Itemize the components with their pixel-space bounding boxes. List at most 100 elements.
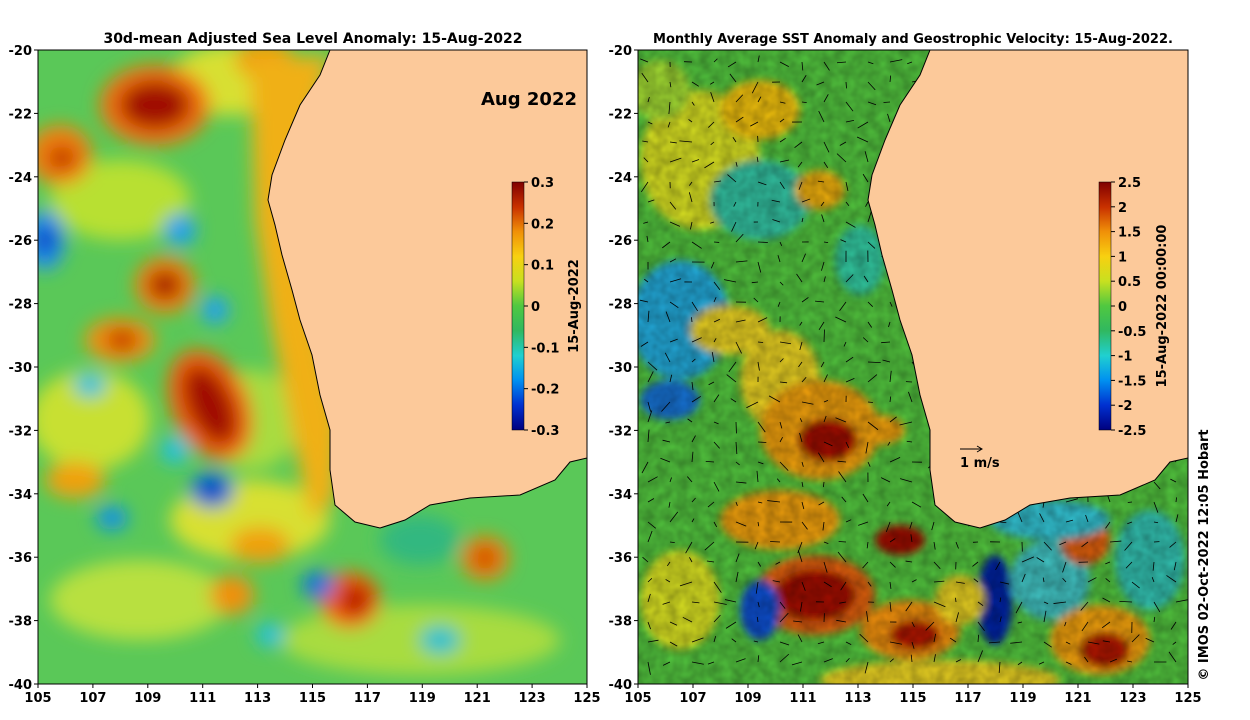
velocity-arrow [661, 401, 671, 412]
velocity-arrow [801, 198, 811, 203]
velocity-arrow [845, 181, 849, 191]
velocity-arrow [1065, 641, 1071, 645]
velocity-arrow [925, 621, 935, 631]
velocity-arrow [845, 441, 850, 449]
velocity-arrow [666, 561, 671, 567]
velocity-arrow [757, 96, 762, 103]
velocity-arrow [801, 101, 807, 104]
velocity-arrow [1087, 641, 1100, 645]
velocity-arrow [799, 341, 803, 351]
velocity-arrow [647, 578, 653, 583]
velocity-arrow [662, 439, 671, 443]
velocity-arrow [725, 621, 737, 629]
velocity-arrow [735, 481, 747, 484]
velocity-arrow [823, 561, 828, 573]
velocity-arrow [689, 181, 693, 186]
velocity-arrow [889, 581, 892, 589]
velocity-arrow [735, 116, 744, 123]
velocity-arrow [757, 561, 762, 567]
velocity-arrow [779, 101, 786, 104]
velocity-arrow [646, 235, 649, 243]
velocity-arrow [704, 541, 715, 551]
y-tick-label: -36 [609, 551, 633, 566]
velocity-arrow [1010, 641, 1023, 644]
velocity-arrow [669, 511, 679, 523]
velocity-arrow [1175, 599, 1188, 603]
velocity-arrow [887, 441, 891, 446]
velocity-arrow [998, 661, 1001, 673]
velocity-arrow [779, 601, 786, 609]
velocity-arrow [688, 192, 693, 203]
velocity-arrow [640, 58, 649, 63]
velocity-arrow [753, 297, 759, 303]
velocity-arrow [669, 221, 681, 227]
velocity-arrow [867, 241, 876, 249]
y-tick-label: -26 [9, 234, 33, 249]
colorbar-tick-label: -0.5 [1118, 325, 1146, 340]
velocity-arrow [757, 261, 762, 273]
velocity-arrow [711, 351, 715, 363]
y-tick-label: -30 [609, 361, 633, 376]
velocity-arrow [779, 118, 785, 123]
velocity-arrow [757, 361, 760, 371]
velocity-arrow [1043, 601, 1049, 605]
velocity-arrow [691, 601, 700, 604]
velocity-arrow [735, 553, 740, 563]
velocity-arrow [647, 199, 655, 203]
velocity-arrow [823, 581, 832, 588]
colorbar-tick-label: 1.5 [1118, 226, 1141, 241]
velocity-arrow [823, 415, 827, 423]
velocity-arrow [836, 61, 847, 64]
velocity-arrow [859, 633, 869, 643]
velocity-arrow [973, 578, 979, 583]
velocity-arrow [1109, 540, 1122, 543]
velocity-arrow [1059, 541, 1067, 546]
colorbar-tick-label: -1 [1118, 350, 1132, 365]
velocity-arrow [1102, 597, 1111, 603]
velocity-arrow [665, 579, 671, 583]
velocity-arrow [710, 141, 715, 146]
velocity-arrow [889, 370, 892, 383]
velocity-arrow [882, 359, 891, 363]
velocity-arrow [889, 396, 892, 403]
velocity-arrow [889, 416, 897, 423]
velocity-arrow [669, 278, 682, 283]
right-colorbar-label: 15-Aug-2022 00:00:00 [1155, 225, 1170, 388]
velocity-arrow [710, 92, 715, 103]
velocity-arrow [1084, 656, 1089, 663]
velocity-arrow [823, 161, 829, 169]
velocity-arrow [1153, 481, 1161, 490]
y-tick-label: -24 [9, 171, 33, 186]
y-tick-label: -22 [9, 107, 33, 122]
velocity-arrow [644, 278, 649, 283]
velocity-arrow [776, 478, 781, 483]
velocity-arrow [1081, 541, 1089, 548]
velocity-arrow [955, 541, 959, 549]
velocity-arrow [735, 521, 747, 527]
velocity-arrow [669, 477, 672, 483]
velocity-arrow [1127, 521, 1133, 525]
velocity-arrow [669, 338, 678, 343]
velocity-arrow [1124, 541, 1133, 551]
velocity-arrow [798, 181, 803, 190]
velocity-arrow [862, 493, 869, 503]
velocity-arrow [845, 519, 852, 523]
velocity-arrow [647, 401, 652, 412]
velocity-arrow [685, 541, 693, 554]
x-tick-label: 117 [954, 691, 981, 706]
velocity-arrow [867, 374, 878, 383]
velocity-arrow [767, 500, 781, 503]
velocity-arrow [1062, 561, 1067, 573]
velocity-arrow [691, 381, 694, 391]
velocity-arrow [797, 161, 803, 168]
velocity-arrow [823, 94, 829, 103]
velocity-arrow [889, 601, 892, 612]
velocity-arrow [756, 616, 759, 623]
velocity-arrow [911, 621, 915, 628]
velocity-arrow [796, 273, 803, 283]
velocity-arrow [797, 550, 803, 563]
velocity-arrow [818, 501, 825, 506]
velocity-arrow [691, 358, 696, 363]
velocity-arrow [704, 161, 715, 169]
velocity-arrow [777, 255, 781, 263]
